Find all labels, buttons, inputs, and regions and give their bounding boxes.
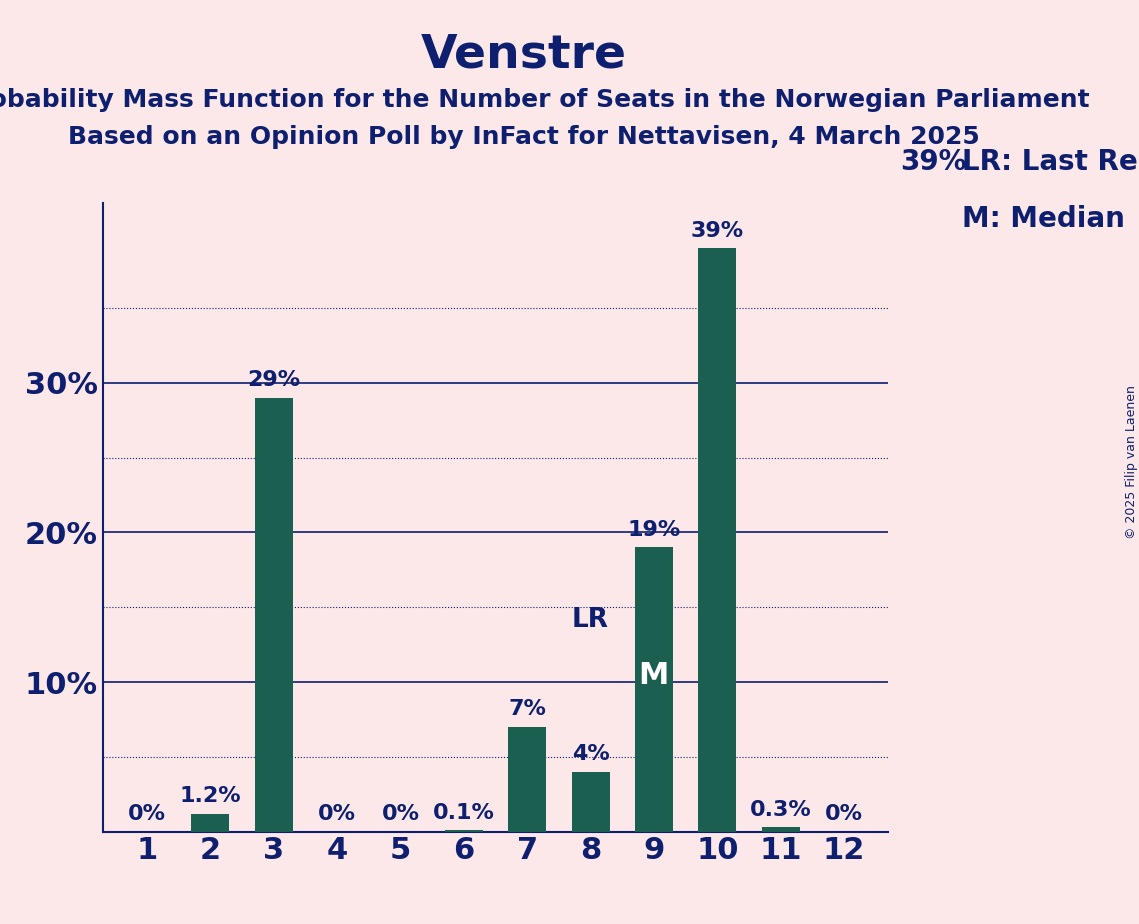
- Text: 0.1%: 0.1%: [433, 803, 494, 822]
- Text: © 2025 Filip van Laenen: © 2025 Filip van Laenen: [1124, 385, 1138, 539]
- Text: 0%: 0%: [128, 804, 166, 824]
- Bar: [191, 814, 229, 832]
- Text: 39%: 39%: [900, 148, 966, 176]
- Bar: [572, 772, 609, 832]
- Text: 0%: 0%: [318, 804, 357, 824]
- Text: 39%: 39%: [690, 221, 744, 240]
- Text: 0%: 0%: [825, 804, 863, 824]
- Text: 29%: 29%: [247, 371, 301, 390]
- Text: 1.2%: 1.2%: [180, 786, 241, 806]
- Text: 19%: 19%: [628, 520, 680, 540]
- Text: 0%: 0%: [382, 804, 419, 824]
- Text: 0.3%: 0.3%: [749, 799, 812, 820]
- Text: LR: LR: [572, 607, 609, 633]
- Text: 7%: 7%: [508, 699, 546, 720]
- Bar: [762, 827, 800, 832]
- Bar: [698, 249, 736, 832]
- Text: Venstre: Venstre: [421, 32, 626, 78]
- Text: LR: Last Result: LR: Last Result: [962, 148, 1139, 176]
- Bar: [508, 727, 547, 832]
- Bar: [255, 397, 293, 832]
- Bar: [444, 830, 483, 832]
- Bar: [634, 547, 673, 832]
- Text: 4%: 4%: [572, 744, 609, 764]
- Text: Based on an Opinion Poll by InFact for Nettavisen, 4 March 2025: Based on an Opinion Poll by InFact for N…: [68, 125, 980, 149]
- Text: Probability Mass Function for the Number of Seats in the Norwegian Parliament: Probability Mass Function for the Number…: [0, 88, 1089, 112]
- Text: M: M: [639, 661, 669, 690]
- Text: M: Median: M: Median: [962, 205, 1125, 233]
